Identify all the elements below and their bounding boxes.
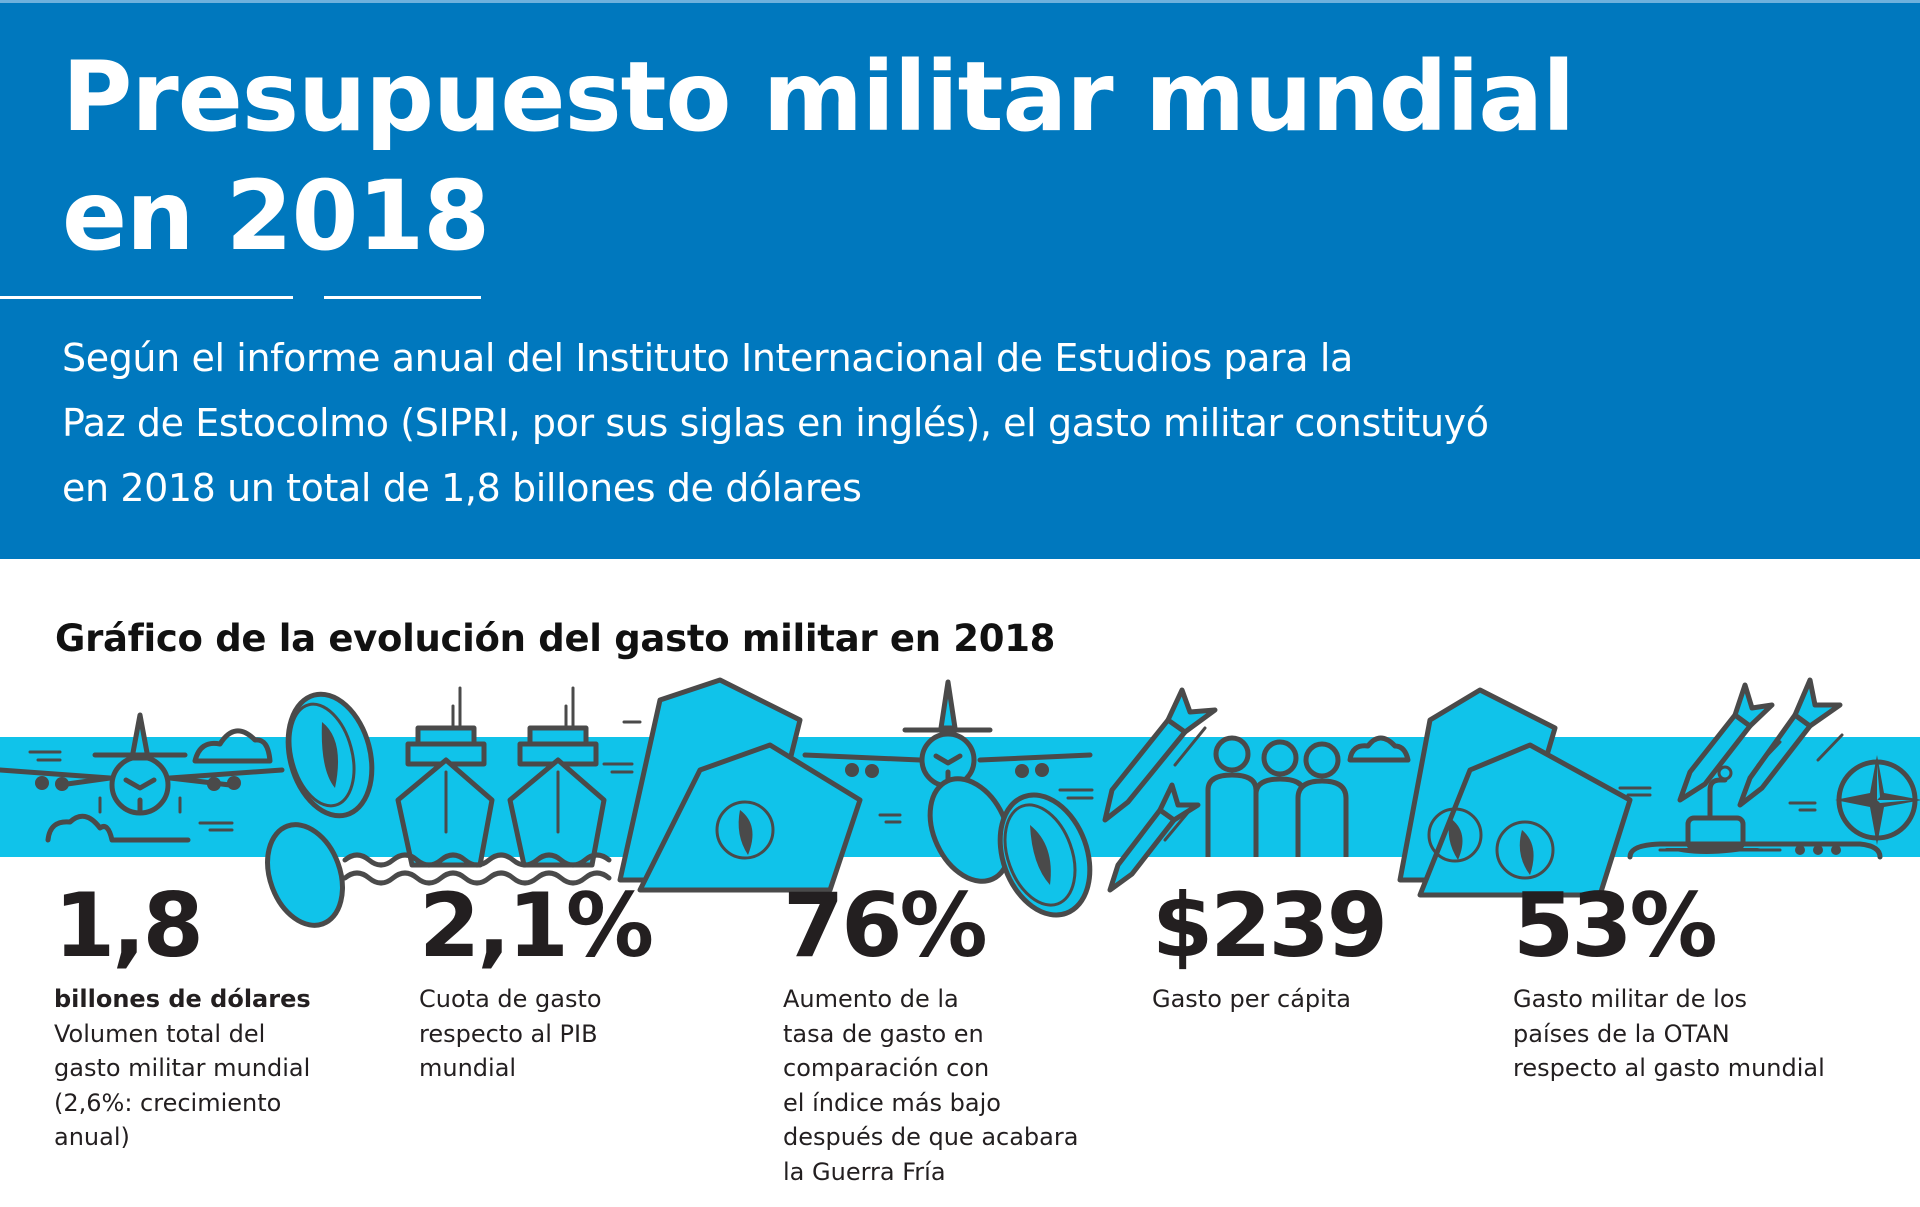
section-heading: Gráfico de la evolución del gasto milita…	[55, 617, 1056, 660]
subtitle-line: Según el informe anual del Instituto Int…	[62, 336, 1353, 380]
stat-description: Gasto per cápita	[1152, 982, 1385, 1017]
stat-description: Aumento de la tasa de gasto en comparaci…	[783, 982, 1078, 1189]
stat-description-line: (2,6%: crecimiento	[54, 1088, 282, 1117]
coin-icon	[265, 691, 375, 928]
stat-description: Gasto militar de los países de la OTAN r…	[1513, 982, 1825, 1086]
coin-icon	[927, 776, 1093, 918]
title-underline-short	[324, 296, 481, 299]
illustration-svg	[0, 677, 1920, 928]
stat-value: 1,8	[54, 874, 204, 977]
stat-description: billones de dólares Volumen total del ga…	[54, 982, 311, 1155]
stat-description-line: el índice más bajo	[783, 1088, 1001, 1117]
missile-icon	[1102, 687, 1218, 893]
stat-gdp-share: 2,1% Cuota de gasto respecto al PIB mund…	[419, 874, 654, 1086]
stat-description-line: países de la OTAN	[1513, 1019, 1730, 1048]
cloud-icon	[45, 728, 273, 843]
banknote-icon	[1397, 687, 1633, 898]
stat-description-line: mundial	[419, 1054, 517, 1082]
stat-description-line: anual)	[54, 1123, 130, 1151]
stat-unit: billones de dólares	[54, 985, 311, 1013]
missile-icon	[1618, 677, 1844, 808]
illustration-band	[0, 660, 1920, 930]
header-banner: Presupuesto militar mundial en 2018 Segú…	[0, 0, 1920, 559]
people-icon	[1205, 735, 1411, 857]
ship-icon	[342, 686, 642, 886]
stat-value: 2,1%	[419, 874, 654, 977]
stat-description-line: después de que acabara	[783, 1123, 1079, 1151]
stat-description-line: respecto al gasto mundial	[1513, 1054, 1825, 1082]
airplane-icon	[802, 679, 1094, 824]
top-accent-strip	[0, 0, 1920, 3]
airplane-icon	[0, 712, 285, 816]
stat-value: $239	[1152, 874, 1388, 977]
page-title-line: Presupuesto militar mundial	[62, 41, 1575, 153]
title-underline	[0, 296, 293, 299]
stat-nato-share: 53% Gasto militar de los países de la OT…	[1513, 876, 1825, 1086]
stat-description-line: Aumento de la	[783, 985, 959, 1013]
page-subtitle: Según el informe anual del Instituto Int…	[62, 326, 1862, 521]
stat-per-capita: $239 Gasto per cápita	[1152, 874, 1388, 1017]
stat-total-spending: 1,8 billones de dólares Volumen total de…	[54, 876, 311, 1155]
page-title: Presupuesto militar mundial en 2018	[62, 38, 1762, 276]
page-title-line: en 2018	[62, 160, 490, 272]
stat-description-line: tasa de gasto en	[783, 1019, 984, 1048]
stat-description-line: gasto militar mundial	[54, 1054, 311, 1082]
stat-description-line: Gasto militar de los	[1513, 985, 1748, 1013]
stat-description-line: Gasto per cápita	[1152, 985, 1351, 1013]
stat-value: 76%	[783, 874, 988, 977]
subtitle-line: en 2018 un total de 1,8 billones de dóla…	[62, 466, 862, 510]
nato-compass-icon	[1835, 755, 1920, 845]
stat-description: Cuota de gasto respecto al PIB mundial	[419, 982, 651, 1086]
banknote-icon	[617, 677, 863, 893]
stat-description-line: comparación con	[783, 1054, 990, 1082]
stat-description-line: Volumen total del	[54, 1019, 266, 1048]
stat-description-line: Cuota de gasto	[419, 985, 602, 1013]
subtitle-line: Paz de Estocolmo (SIPRI, por sus siglas …	[62, 401, 1489, 445]
stat-description-line: la Guerra Fría	[783, 1157, 946, 1186]
stat-increase-rate: 76% Aumento de la tasa de gasto en compa…	[783, 876, 1078, 1189]
stat-value: 53%	[1513, 874, 1718, 977]
stat-description-line: respecto al PIB	[419, 1019, 598, 1048]
submarine-icon	[1627, 765, 1883, 860]
